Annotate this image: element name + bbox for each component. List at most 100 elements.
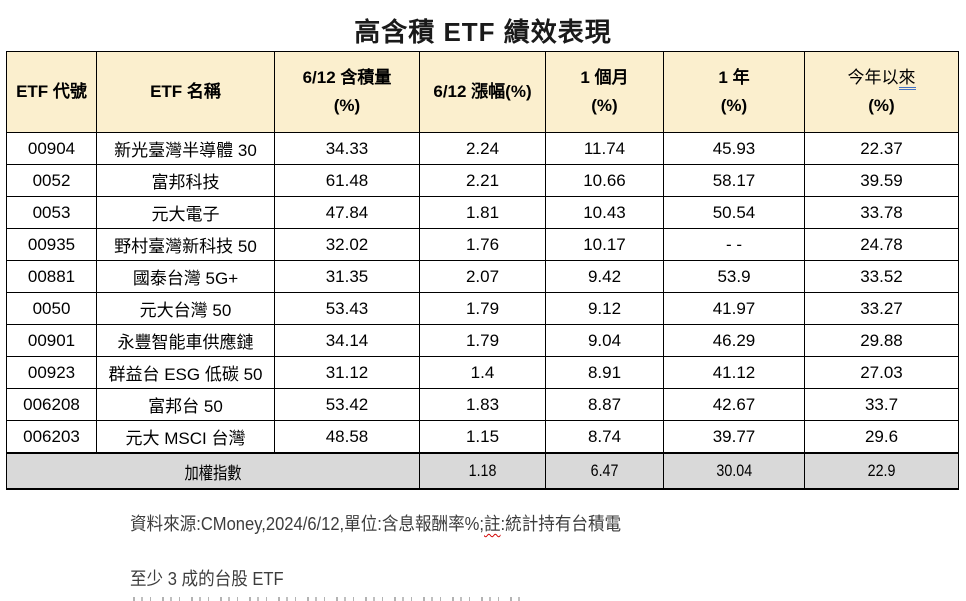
header-ytd-line1: 今年以來 [806, 64, 958, 92]
header-etf-name: ETF 名稱 [96, 51, 275, 133]
cell-name: 國泰台灣 5G+ [96, 260, 275, 293]
cell-ytd: 33.52 [804, 260, 959, 293]
footnote: 資料來源:CMoney,2024/6/12,單位:含息報酬率%;註:統計持有台積… [130, 511, 966, 592]
footnote-line1: 資料來源:CMoney,2024/6/12,單位:含息報酬率%;註:統計持有台積… [130, 511, 899, 537]
header-etf-name-label: ETF 名稱 [150, 82, 221, 101]
etf-performance-table: ETF 代號 ETF 名稱 6/12 含積量 (%) 6/12 漲幅(%) 1 … [6, 51, 959, 490]
cutoff-text-line [133, 597, 523, 601]
cell-holding: 53.42 [274, 388, 420, 421]
table-row: 006208 富邦台 50 53.42 1.83 8.87 42.67 33.7 [6, 388, 959, 421]
cell-holding: 48.58 [274, 420, 420, 454]
cell-one-month: 8.74 [545, 420, 664, 454]
header-ytd-line2: (%) [868, 96, 895, 115]
summary-one-month: 6.47 [545, 452, 664, 490]
cell-one-month: 10.43 [545, 196, 664, 229]
page-title: 高含積 ETF 績效表現 [354, 17, 612, 47]
footnote-line2: 至少 3 成的台股 ETF [130, 569, 284, 589]
summary-ytd: 22.9 [804, 452, 959, 490]
cell-ytd: 29.88 [804, 324, 959, 357]
cell-code: 006203 [6, 420, 97, 454]
cell-name: 野村臺灣新科技 50 [96, 228, 275, 261]
cell-one-year: 58.17 [663, 164, 805, 197]
table-header-row: ETF 代號 ETF 名稱 6/12 含積量 (%) 6/12 漲幅(%) 1 … [6, 51, 959, 133]
summary-row-weighted-index: 加權指數 1.18 6.47 30.04 22.9 [6, 452, 959, 490]
header-one-month: 1 個月 (%) [545, 51, 664, 133]
header-one-month-line1: 1 個月 [580, 68, 629, 87]
cell-change: 1.15 [419, 420, 546, 454]
cell-change: 1.79 [419, 292, 546, 325]
cell-one-month: 9.04 [545, 324, 664, 357]
cell-ytd: 39.59 [804, 164, 959, 197]
cell-change: 2.21 [419, 164, 546, 197]
cell-holding: 31.12 [274, 356, 420, 389]
cell-one-month: 9.12 [545, 292, 664, 325]
cell-one-year: 53.9 [663, 260, 805, 293]
footnote-note-text: :統計持有台積電 [500, 514, 622, 534]
table-row: 006203 元大 MSCI 台灣 48.58 1.15 8.74 39.77 … [6, 420, 959, 454]
cell-one-month: 11.74 [545, 132, 664, 165]
cell-change: 1.4 [419, 356, 546, 389]
cell-change: 1.79 [419, 324, 546, 357]
header-change: 6/12 漲幅(%) [419, 51, 546, 133]
header-change-label: 6/12 漲幅(%) [433, 82, 532, 101]
cell-holding: 34.33 [274, 132, 420, 165]
cell-one-month: 8.87 [545, 388, 664, 421]
cell-code: 00904 [6, 132, 97, 165]
cell-name: 永豐智能車供應鏈 [96, 324, 275, 357]
cell-name: 群益台 ESG 低碳 50 [96, 356, 275, 389]
cell-code: 0052 [6, 164, 97, 197]
cell-code: 006208 [6, 388, 97, 421]
table-row: 0053 元大電子 47.84 1.81 10.43 50.54 33.78 [6, 196, 959, 229]
header-holding-line1: 6/12 含積量 [302, 68, 392, 87]
cell-code: 0050 [6, 292, 97, 325]
header-ytd-underlined-char: 來 [898, 68, 916, 90]
summary-one-year: 30.04 [663, 452, 805, 490]
cell-one-month: 10.17 [545, 228, 664, 261]
cell-one-month: 9.42 [545, 260, 664, 293]
cell-change: 2.24 [419, 132, 546, 165]
header-etf-code: ETF 代號 [6, 51, 97, 133]
cell-ytd: 22.37 [804, 132, 959, 165]
cell-ytd: 24.78 [804, 228, 959, 261]
cell-holding: 34.14 [274, 324, 420, 357]
cell-holding: 31.35 [274, 260, 420, 293]
cell-one-month: 8.91 [545, 356, 664, 389]
header-holding-line2: (%) [333, 96, 361, 115]
cell-ytd: 33.7 [804, 388, 959, 421]
cell-name: 元大台灣 50 [96, 292, 275, 325]
cell-name: 元大電子 [96, 196, 275, 229]
cell-one-year: - - [663, 228, 805, 261]
footnote-note-char: 註 [483, 514, 501, 534]
cell-name: 富邦科技 [96, 164, 275, 197]
header-etf-code-label: ETF 代號 [16, 82, 87, 101]
header-one-year-line2: (%) [720, 96, 748, 115]
cell-change: 2.07 [419, 260, 546, 293]
cell-holding: 32.02 [274, 228, 420, 261]
cell-one-year: 45.93 [663, 132, 805, 165]
header-one-year: 1 年 (%) [663, 51, 805, 133]
header-holding: 6/12 含積量 (%) [274, 51, 420, 133]
header-one-year-line1: 1 年 [718, 68, 750, 87]
header-one-month-line2: (%) [591, 96, 618, 115]
cell-one-year: 41.12 [663, 356, 805, 389]
summary-label: 加權指數 [184, 463, 242, 483]
cell-name: 元大 MSCI 台灣 [96, 420, 275, 454]
cell-code: 00935 [6, 228, 97, 261]
cell-one-year: 50.54 [663, 196, 805, 229]
cell-change: 1.81 [419, 196, 546, 229]
cell-ytd: 33.27 [804, 292, 959, 325]
table-row: 0050 元大台灣 50 53.43 1.79 9.12 41.97 33.27 [6, 292, 959, 325]
header-ytd: 今年以來 (%) [804, 51, 959, 133]
table-row: 00935 野村臺灣新科技 50 32.02 1.76 10.17 - - 24… [6, 228, 959, 261]
table-row: 00901 永豐智能車供應鏈 34.14 1.79 9.04 46.29 29.… [6, 324, 959, 357]
cell-holding: 47.84 [274, 196, 420, 229]
summary-change: 1.18 [419, 452, 546, 490]
cell-change: 1.83 [419, 388, 546, 421]
cell-change: 1.76 [419, 228, 546, 261]
cell-code: 0053 [6, 196, 97, 229]
table-row: 0052 富邦科技 61.48 2.21 10.66 58.17 39.59 [6, 164, 959, 197]
cell-code: 00923 [6, 356, 97, 389]
cell-holding: 61.48 [274, 164, 420, 197]
summary-label-cell: 加權指數 [6, 452, 420, 490]
cell-holding: 53.43 [274, 292, 420, 325]
